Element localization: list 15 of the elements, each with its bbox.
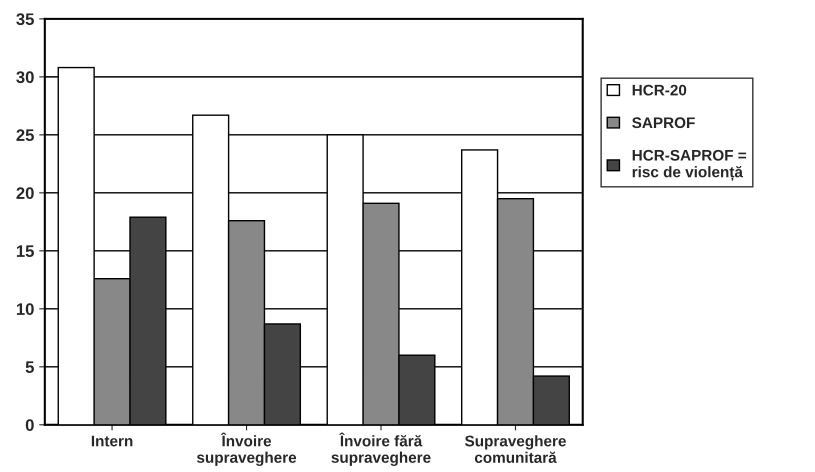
y-tick-label: 20 — [16, 187, 34, 200]
legend-label: SAPROF — [632, 117, 695, 128]
y-tick-label: 0 — [26, 419, 34, 432]
x-tick-label: Învoire supraveghere — [196, 432, 296, 466]
y-tick-label: 15 — [16, 245, 34, 258]
x-tick-label: Supraveghere comunitară — [464, 435, 566, 463]
y-tick-label: 35 — [16, 13, 34, 26]
y-tick-label: 30 — [16, 71, 34, 84]
y-tick-label: 25 — [16, 129, 34, 142]
x-tick-label: Învoire fără supraveghere — [331, 432, 431, 466]
x-tick-label: Intern — [92, 436, 132, 446]
legend-label: HCR-20 — [632, 84, 686, 96]
y-tick-label: 10 — [16, 303, 34, 316]
legend-label: HCR-SAPROF = risc de violență — [632, 150, 746, 181]
y-tick-label: 5 — [26, 361, 34, 374]
